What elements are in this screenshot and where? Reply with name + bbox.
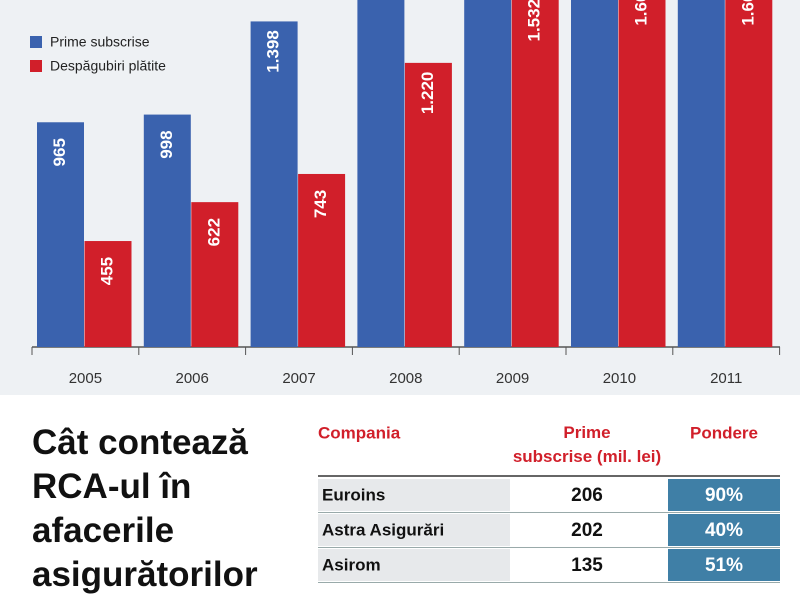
cell-bg [512,479,662,511]
x-tick-label: 2006 [176,370,209,387]
cell-bg [668,479,780,511]
x-tick-label: 2009 [496,370,529,387]
x-tick-label: 2007 [282,370,315,387]
x-tick-label: 2011 [710,370,742,387]
value-label: 1.398 [264,30,283,73]
value-label: 1.600 [631,0,650,26]
bar [37,122,84,347]
value-label: 965 [50,138,69,166]
bar [464,0,512,347]
bar [618,0,666,348]
cell-bg [512,549,662,581]
cell-bg [318,549,510,581]
table-header: Pondere [690,423,758,442]
cell-bg [318,479,510,511]
table-cell: Asirom [322,555,381,574]
cell-bg [668,514,780,546]
value-label: 455 [97,257,116,285]
value-label: 1.600 [738,0,757,26]
legend-swatch [30,60,42,72]
cell-bg [668,549,780,581]
value-label: 743 [311,190,330,218]
bar [298,173,346,347]
value-label: 1.220 [418,72,437,115]
bar [84,241,132,347]
legend-label: Despăgubiri plătite [50,58,166,74]
x-tick-label: 2008 [389,370,422,387]
cell-bg [512,514,662,546]
heading: Cât contează RCA-ul în afacerile asigurător… [32,423,258,594]
bar [191,202,239,347]
bar [404,62,452,347]
value-label: 1.532 [525,0,544,41]
bar [725,0,773,348]
bar [571,0,618,348]
table-cell: 51% [705,555,743,576]
legend-label: Prime subscrise [50,34,150,50]
table-cell: Euroins [322,485,385,504]
bar [511,0,559,348]
bar [143,114,191,347]
table-cell: 90% [705,485,743,506]
cell-bg [318,514,510,546]
value-label: 998 [157,130,176,158]
x-tick-label: 2005 [69,370,102,387]
bar [250,21,298,347]
value-label: 622 [204,218,223,246]
table-cell: 40% [705,520,743,541]
table-header: Compania [318,423,401,442]
legend-swatch [30,36,42,48]
table-cell: 135 [571,555,603,576]
bar [357,0,405,347]
table-cell: 206 [571,485,603,506]
bar [677,0,725,348]
table-header: Prime subscrise (mil. lei) [513,423,661,466]
x-tick-label: 2010 [603,370,636,387]
table-cell: 202 [571,520,603,541]
table-cell: Astra Asigurări [322,520,444,539]
